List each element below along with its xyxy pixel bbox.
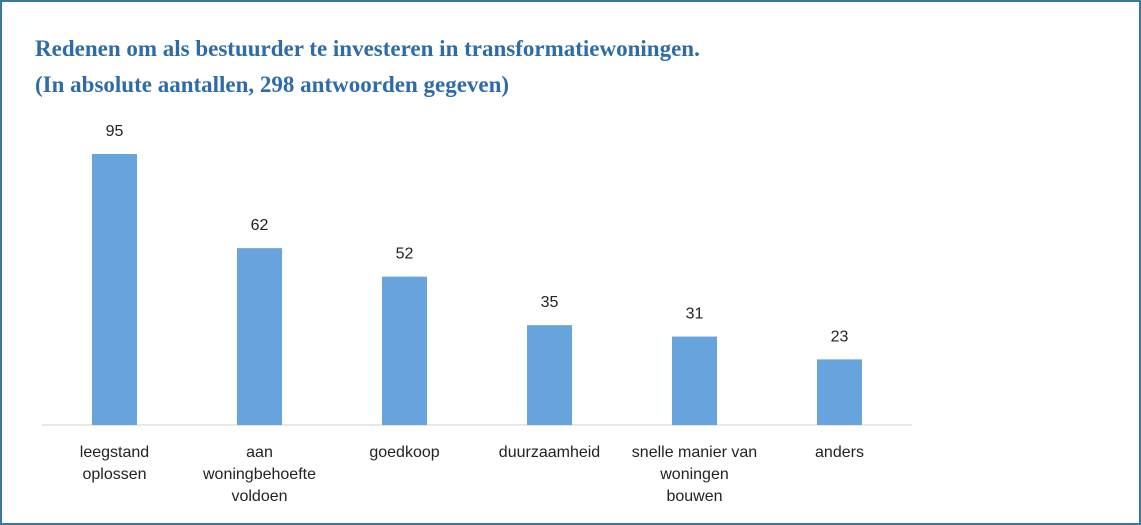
x-tick-label: duurzaamheid: [498, 444, 601, 461]
x-tick-label: anders: [815, 444, 864, 461]
chart-title: Redenen om als bestuurder te investeren …: [35, 36, 700, 61]
bar: [672, 336, 717, 425]
bar: [527, 325, 572, 425]
bar: [817, 359, 862, 425]
data-label: 23: [831, 328, 849, 345]
data-label: 62: [251, 217, 269, 234]
data-label: 31: [686, 306, 704, 323]
x-tick-label: goedkoop: [369, 444, 440, 461]
data-label: 35: [541, 294, 559, 311]
bar: [237, 248, 282, 425]
bar: [92, 154, 137, 425]
data-label: 52: [396, 246, 414, 263]
chart-subtitle: (In absolute aantallen, 298 antwoorden g…: [35, 72, 510, 97]
x-tick-label: snelle manier van woningen bouwen: [631, 444, 758, 505]
x-tick-label: leegstand oplossen: [79, 444, 150, 483]
bar: [382, 276, 427, 425]
data-label: 95: [106, 123, 124, 140]
x-tick-label: aan woningbehoefte voldoen: [203, 444, 316, 505]
